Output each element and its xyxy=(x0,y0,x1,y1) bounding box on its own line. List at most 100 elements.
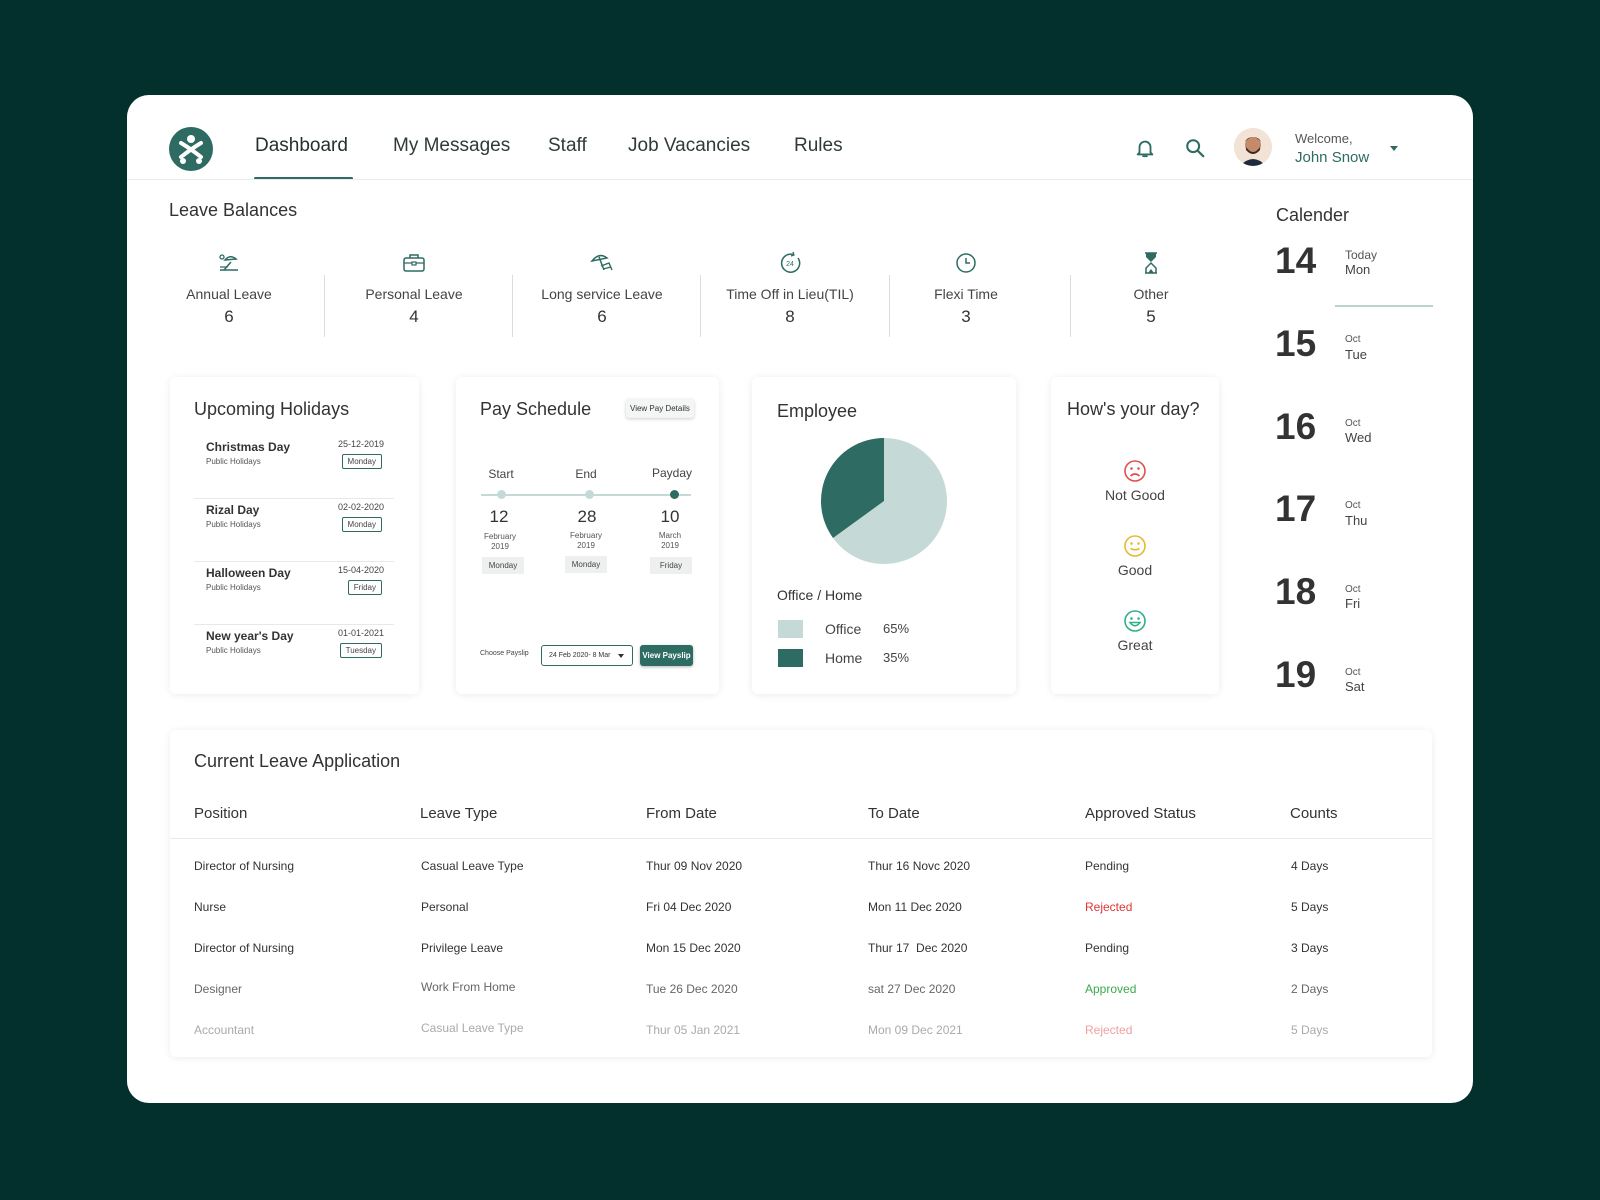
cell-from-date: Tue 26 Dec 2020 xyxy=(646,982,738,996)
calendar-month: Oct xyxy=(1345,418,1361,429)
mood-card: How's your day? Not Good Good Grea xyxy=(1051,377,1219,694)
umbrella-chair-icon xyxy=(590,254,613,271)
leave-balance-label: Personal Leave xyxy=(365,286,463,302)
neutral-face-icon xyxy=(1124,535,1146,557)
pay-start-year: 2019 xyxy=(491,542,509,551)
cell-position: Director of Nursing xyxy=(194,859,295,873)
calendar-date[interactable]: 19 xyxy=(1275,654,1317,695)
nav-staff[interactable]: Staff xyxy=(548,135,587,156)
pay-end-label: End xyxy=(575,467,597,481)
calendar-weekday: Wed xyxy=(1345,430,1372,445)
leave-balance-personal[interactable]: Personal Leave 4 xyxy=(324,250,504,327)
pay-start-month: February xyxy=(483,532,516,541)
cell-to-date: Mon 09 Dec 2021 xyxy=(868,1023,963,1037)
cell-to-date: Thur 17 Dec 2020 xyxy=(868,941,968,955)
nav-rules[interactable]: Rules xyxy=(794,135,843,156)
leave-balance-til[interactable]: 24 Time Off in Lieu(TIL) 8 xyxy=(700,250,880,327)
leave-balance-value: 3 xyxy=(961,307,971,326)
svg-text:24: 24 xyxy=(786,261,794,268)
mood-good[interactable]: Good xyxy=(1075,534,1195,578)
cell-from-date: Thur 09 Nov 2020 xyxy=(646,859,743,873)
logo-icon[interactable] xyxy=(169,127,213,171)
leave-balances-title: Leave Balances xyxy=(169,200,298,220)
table-row[interactable]: Nurse Personal Fri 04 Dec 2020 Mon 11 De… xyxy=(170,893,1432,928)
choose-payslip-label: Choose Payslip xyxy=(480,650,529,657)
leave-balance-flexi[interactable]: Flexi Time 3 xyxy=(876,250,1056,327)
clock-24-icon: 24 xyxy=(780,251,801,273)
table-row[interactable]: Accountant Casual Leave Type Thur 05 Jan… xyxy=(170,1016,1432,1051)
holiday-day-badge: Friday xyxy=(347,580,382,595)
cell-position: Designer xyxy=(194,982,243,996)
column-header-from-date[interactable]: From Date xyxy=(646,805,717,822)
column-header-leave-type[interactable]: Leave Type xyxy=(420,805,498,822)
legend-pct-office: 65% xyxy=(883,621,910,636)
nav-dashboard[interactable]: Dashboard xyxy=(255,135,348,156)
bell-icon[interactable] xyxy=(1134,137,1156,159)
holiday-name: Halloween Day xyxy=(206,566,291,580)
holiday-row[interactable]: Halloween Day Public Holidays 15-04-2020… xyxy=(194,563,394,625)
employee-title: Employee xyxy=(777,401,858,421)
nav-active-indicator xyxy=(254,177,353,180)
column-header-counts[interactable]: Counts xyxy=(1290,805,1338,822)
holiday-row[interactable]: New year's Day Public Holidays 01-01-202… xyxy=(194,626,394,688)
nav-my-messages[interactable]: My Messages xyxy=(393,135,511,156)
calendar-date[interactable]: 16 xyxy=(1275,406,1317,447)
holidays-title: Upcoming Holidays xyxy=(194,399,350,419)
pay-payday-month: March xyxy=(658,531,682,540)
table-row[interactable]: Director of Nursing Privilege Leave Mon … xyxy=(170,934,1432,969)
cell-to-date: Mon 11 Dec 2020 xyxy=(868,900,962,914)
cell-leave-type: Work From Home xyxy=(421,980,516,994)
mood-great[interactable]: Great xyxy=(1075,609,1195,653)
calendar-date[interactable]: 15 xyxy=(1275,323,1317,364)
column-header-position[interactable]: Position xyxy=(194,805,248,822)
leave-application-title: Current Leave Application xyxy=(194,751,401,771)
view-pay-details-button[interactable]: View Pay Details xyxy=(626,399,694,418)
cell-counts: 2 Days xyxy=(1291,982,1329,996)
leave-balance-value: 6 xyxy=(597,307,607,326)
calendar-date[interactable]: 18 xyxy=(1275,571,1317,612)
nav-job-vacancies[interactable]: Job Vacancies xyxy=(628,135,751,156)
holiday-day-badge: Monday xyxy=(341,454,382,469)
welcome-text: Welcome, xyxy=(1295,131,1353,146)
holiday-name: Rizal Day xyxy=(206,503,260,517)
mood-not-good[interactable]: Not Good xyxy=(1075,459,1195,503)
leave-balance-annual[interactable]: Annual Leave 6 xyxy=(139,250,319,327)
leave-balance-label: Time Off in Lieu(TIL) xyxy=(726,286,854,302)
avatar[interactable] xyxy=(1234,128,1272,166)
leave-balance-divider xyxy=(889,275,890,337)
leave-balance-value: 4 xyxy=(409,307,419,326)
cell-counts: 5 Days xyxy=(1291,1023,1329,1037)
user-name[interactable]: John Snow xyxy=(1295,149,1370,166)
holiday-type: Public Holidays xyxy=(206,583,261,592)
view-payslip-button[interactable]: View Payslip xyxy=(640,645,693,666)
pay-payday-dot xyxy=(670,490,679,499)
holiday-name: Christmas Day xyxy=(206,440,291,454)
column-header-to-date[interactable]: To Date xyxy=(868,805,920,822)
calendar-date[interactable]: 14 xyxy=(1275,240,1317,281)
leave-balance-label: Annual Leave xyxy=(186,286,272,302)
calendar-today-divider xyxy=(1335,305,1433,307)
employee-pie-chart xyxy=(821,438,947,564)
holiday-type: Public Holidays xyxy=(206,646,261,655)
upcoming-holidays-card: Upcoming Holidays Christmas Day Public H… xyxy=(170,377,419,694)
clock-icon xyxy=(956,253,976,273)
payslip-select[interactable]: 24 Feb 2020- 8 Mar xyxy=(541,645,633,666)
calendar-month: Oct xyxy=(1345,667,1361,678)
holiday-type: Public Holidays xyxy=(206,520,261,529)
holiday-row[interactable]: Christmas Day Public Holidays 25-12-2019… xyxy=(194,437,394,499)
leave-balance-long-service[interactable]: Long service Leave 6 xyxy=(512,250,692,327)
user-menu-caret-icon[interactable] xyxy=(1390,146,1398,151)
leave-application-card xyxy=(170,730,1432,1057)
beach-icon xyxy=(219,254,238,271)
pay-payday-label: Payday xyxy=(651,466,693,480)
column-header-approved-status[interactable]: Approved Status xyxy=(1085,805,1196,822)
holiday-row[interactable]: Rizal Day Public Holidays 02-02-2020 Mon… xyxy=(194,500,394,562)
search-icon[interactable] xyxy=(1184,137,1206,159)
calendar-weekday: Tue xyxy=(1345,347,1367,362)
calendar-weekday: Mon xyxy=(1345,262,1371,277)
table-row[interactable]: Director of Nursing Casual Leave Type Th… xyxy=(170,852,1432,887)
table-row[interactable]: Designer Work From Home Tue 26 Dec 2020 … xyxy=(170,975,1432,1010)
leave-balance-other[interactable]: Other 5 xyxy=(1061,250,1241,327)
leave-balance-divider xyxy=(512,275,513,337)
calendar-date[interactable]: 17 xyxy=(1275,488,1317,529)
